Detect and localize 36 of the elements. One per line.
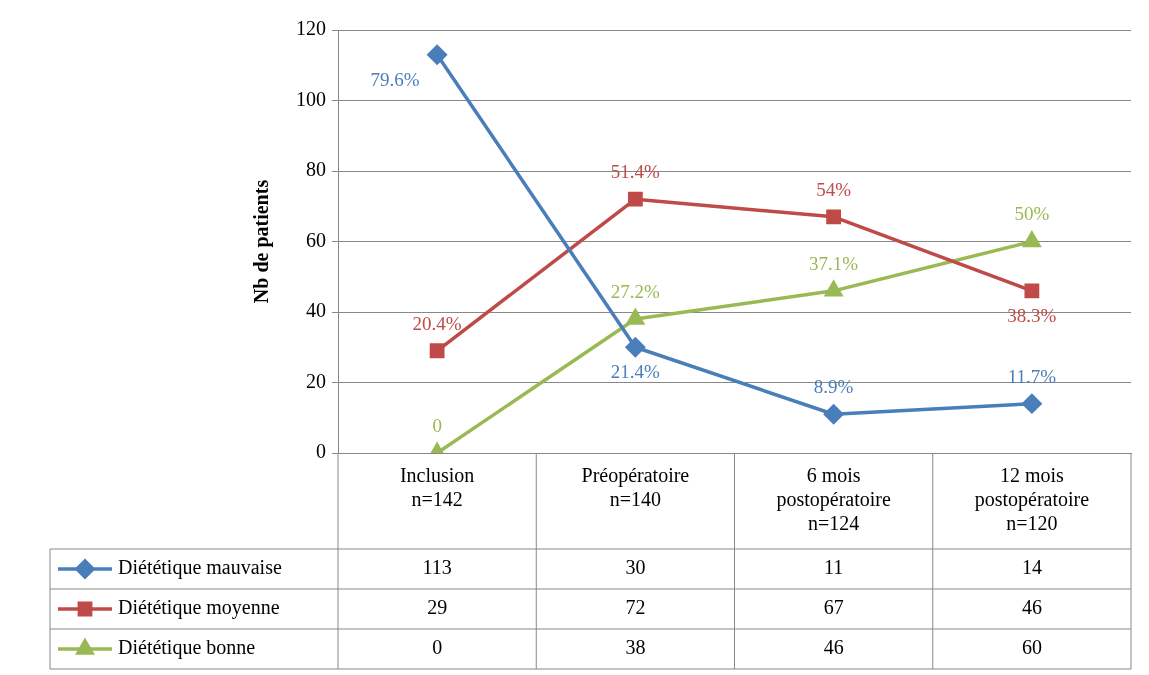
x-tick-label: Inclusion n=142 — [399, 464, 475, 511]
y-tick-label: 100 — [296, 87, 326, 110]
data-label: 11 — [823, 556, 844, 579]
x-tick-label: 12 mois postopératoire n=120 — [974, 464, 1090, 535]
annotation: 11.7% — [1007, 365, 1057, 387]
legend-label: Diététique mauvaise — [118, 556, 282, 580]
annotation: 50% — [1014, 203, 1050, 225]
y-axis-title: Nb de patients — [250, 179, 274, 304]
x-tick-label: 6 mois postopératoire n=124 — [776, 464, 891, 535]
y-tick-label: 60 — [306, 228, 326, 251]
data-label: 60 — [1021, 636, 1042, 659]
legend-label: Diététique bonne — [118, 636, 256, 660]
legend-label: Diététique moyenne — [118, 596, 280, 620]
data-label: 38 — [625, 636, 646, 659]
y-tick-label: 40 — [306, 299, 326, 322]
data-label: 0 — [432, 636, 443, 659]
data-label: 29 — [427, 596, 448, 619]
y-tick-label: 0 — [316, 440, 326, 463]
data-label: 46 — [1021, 596, 1042, 619]
y-tick-label: 120 — [296, 17, 326, 40]
y-tick-label: 80 — [306, 158, 326, 181]
annotation: 37.1% — [809, 252, 859, 274]
data-label: 46 — [823, 636, 844, 659]
annotation: 27.2% — [610, 281, 661, 303]
annotation: 79.6% — [370, 68, 420, 90]
data-label: 14 — [1021, 556, 1042, 579]
data-label: 30 — [625, 556, 646, 579]
annotation: 54% — [816, 178, 852, 200]
annotation: 0 — [432, 414, 442, 436]
x-tick-label: Préopératoire n=140 — [581, 464, 690, 511]
annotation: 20.4% — [412, 312, 462, 334]
data-label: 67 — [823, 596, 844, 619]
data-label: 113 — [422, 556, 452, 579]
annotation: 21.4% — [610, 361, 661, 383]
data-label: 72 — [625, 596, 646, 619]
y-tick-label: 20 — [306, 369, 326, 392]
